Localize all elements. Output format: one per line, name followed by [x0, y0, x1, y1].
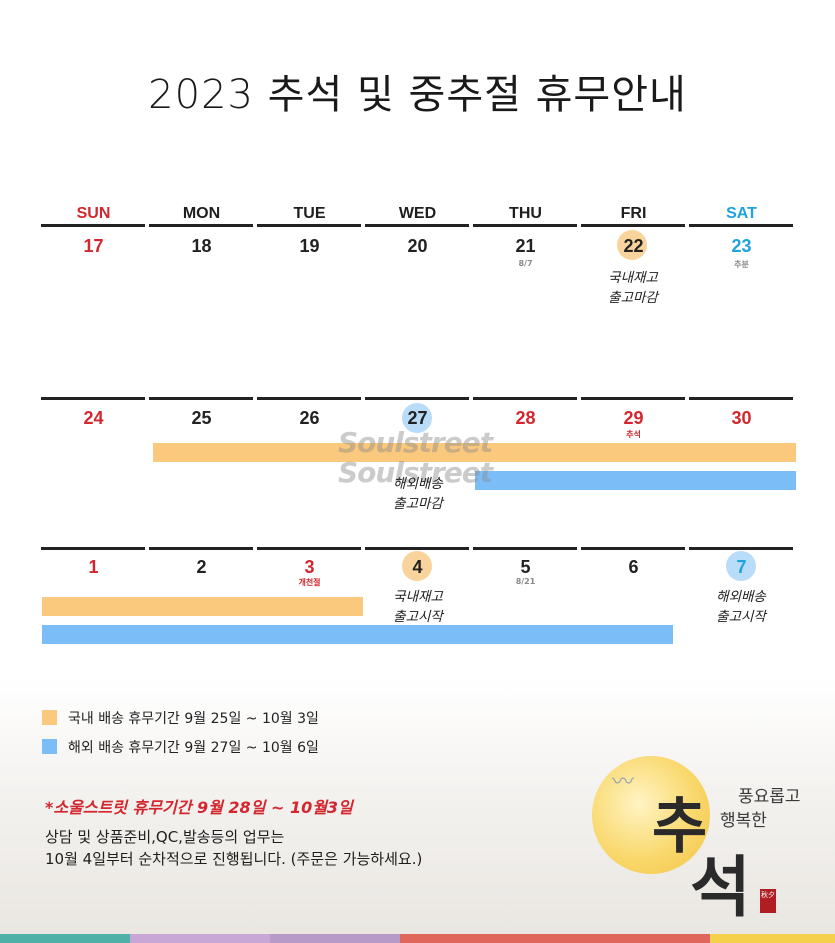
week2-rule-sat [689, 397, 793, 400]
calligraphy-sub-2: 행복한 [720, 811, 767, 831]
holiday-label: 추분 [734, 260, 749, 269]
legend-international-label: 해외 배송 휴무기간 9월 27일 ~ 10월 6일 [68, 740, 319, 756]
note-line: 국내재고 [608, 270, 658, 286]
international-closure-bar [475, 471, 796, 490]
domestic-cutoff-note: 국내재고 출고마감 [573, 268, 693, 308]
notice-line: 10월 4일부터 순차적으로 진행됩니다. (주문은 가능하세요.) [45, 850, 423, 868]
note-line: 출고마감 [393, 496, 443, 512]
date-cell: 22 [623, 236, 644, 256]
week3-rule-fri [581, 547, 685, 550]
date-cell: 30 [731, 408, 752, 428]
color-stripe [400, 934, 710, 943]
weekday-thu: THU [509, 205, 542, 222]
holiday-label: 추석 [626, 430, 641, 439]
international-resume-note: 해외배송 출고시작 [681, 587, 801, 627]
date-cell: 7 [736, 557, 747, 577]
week1-rule-fri [581, 224, 685, 227]
date-cell: 20 [407, 236, 428, 256]
notice-body: 상담 및 상품준비,QC,발송등의 업무는 10월 4일부터 순차적으로 진행됩… [45, 826, 422, 870]
chuseok-calligraphy-2: 석 [690, 848, 751, 926]
crane-icon: 〰 [612, 770, 635, 795]
weekday-mon: MON [182, 205, 221, 222]
domestic-resume-note: 국내재고 출고시작 [358, 587, 478, 627]
date-cell: 4 [412, 557, 423, 577]
date-cell: 18 [191, 236, 212, 256]
highlight-circle [402, 551, 432, 581]
legend-domestic-swatch [42, 710, 57, 725]
date-cell: 29 [623, 408, 644, 428]
date-cell: 19 [299, 236, 320, 256]
date-cell: 5 [520, 557, 531, 577]
week2-rule-thu [473, 397, 577, 400]
week2-rule-sun [41, 397, 145, 400]
week1-rule-wed [365, 224, 469, 227]
highlight-circle [726, 551, 756, 581]
date-cell: 26 [299, 408, 320, 428]
date-cell: 23 [731, 236, 752, 256]
color-stripe [710, 934, 835, 943]
international-closure-bar [42, 625, 673, 644]
red-seal-stamp: 秋夕 [760, 889, 776, 913]
full-moon-illustration [592, 756, 710, 874]
weekday-wed: WED [398, 205, 437, 222]
color-stripe [270, 934, 400, 943]
week3-rule-sun [41, 547, 145, 550]
week1-rule-tue [257, 224, 361, 227]
watermark: Soulstreet [338, 426, 493, 459]
weekday-fri: FRI [620, 205, 647, 222]
weekday-sun: SUN [76, 205, 111, 222]
notice-line: 상담 및 상품준비,QC,발송등의 업무는 [45, 828, 285, 846]
date-cell: 6 [628, 557, 639, 577]
week2-rule-fri [581, 397, 685, 400]
date-cell: 1 [88, 557, 99, 577]
week3-rule-sat [689, 547, 793, 550]
week2-rule-tue [257, 397, 361, 400]
week1-rule-sun [41, 224, 145, 227]
weekday-tue: TUE [293, 205, 326, 222]
week1-rule-mon [149, 224, 253, 227]
domestic-closure-bar [42, 597, 363, 616]
week1-rule-sat [689, 224, 793, 227]
legend-international-swatch [42, 739, 57, 754]
date-cell: 17 [83, 236, 104, 256]
note-line: 출고시작 [716, 609, 766, 625]
week2-rule-mon [149, 397, 253, 400]
date-cell: 3 [304, 557, 315, 577]
date-cell: 25 [191, 408, 212, 428]
color-stripe [130, 934, 270, 943]
weekday-sat: SAT [726, 205, 757, 222]
highlight-circle [617, 230, 647, 260]
calligraphy-sub-1: 풍요롭고 [738, 787, 801, 807]
week3-rule-mon [149, 547, 253, 550]
chuseok-calligraphy-1: 추 [652, 792, 708, 862]
watermark: Soulstreet [338, 456, 493, 489]
date-cell: 27 [407, 408, 428, 428]
week2-rule-wed [365, 397, 469, 400]
date-cell: 28 [515, 408, 536, 428]
week3-rule-tue [257, 547, 361, 550]
domestic-closure-bar [153, 443, 796, 462]
week3-rule-thu [473, 547, 577, 550]
international-cutoff-note: 해외배송 출고마감 [358, 474, 478, 514]
lunar-date: 8/7 [518, 259, 533, 268]
notice-headline: *소울스트릿 휴무기간 9월 28일 ~ 10월3일 [45, 798, 353, 817]
legend-domestic-label: 국내 배송 휴무기간 9월 25일 ~ 10월 3일 [68, 711, 319, 727]
highlight-circle [402, 403, 432, 433]
holiday-label: 개천절 [298, 578, 321, 587]
note-line: 해외배송 [716, 589, 766, 605]
page-title: 2023 추석 및 중추절 휴무안내 [148, 72, 687, 118]
week1-rule-thu [473, 224, 577, 227]
note-line: 출고시작 [393, 609, 443, 625]
color-stripe [0, 934, 130, 943]
note-line: 국내재고 [393, 589, 443, 605]
date-cell: 24 [83, 408, 104, 428]
lunar-date: 8/21 [515, 577, 536, 586]
date-cell: 21 [515, 236, 536, 256]
date-cell: 2 [196, 557, 207, 577]
note-line: 해외배송 [393, 476, 443, 492]
note-line: 출고마감 [608, 290, 658, 306]
week3-rule-wed [365, 547, 469, 550]
